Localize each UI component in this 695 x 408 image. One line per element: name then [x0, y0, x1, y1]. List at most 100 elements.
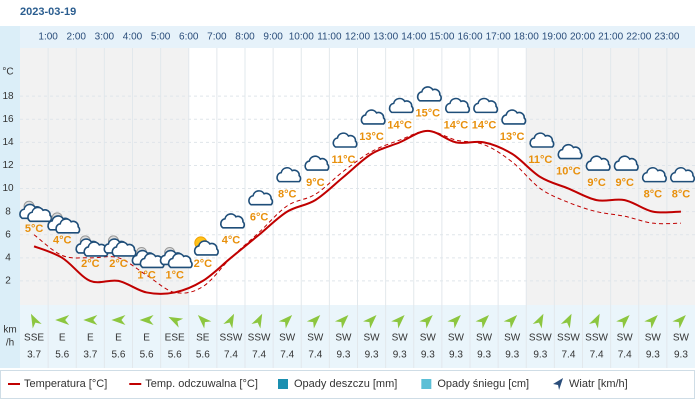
wind-direction: SW [392, 333, 409, 344]
wind-arrow [532, 313, 544, 329]
wind-speed: 5.6 [168, 350, 182, 361]
x-tick-label: 1:00 [38, 32, 58, 43]
wind-speed: 9.3 [505, 350, 519, 361]
y-unit: °C [2, 67, 13, 78]
legend-arrow [553, 378, 564, 390]
legend-label: Wiatr [km/h] [569, 378, 628, 390]
wind-arrow-shape [223, 313, 235, 329]
x-tick-label: 19:00 [542, 32, 567, 43]
x-tick-label: 5:00 [151, 32, 171, 43]
temperature-line [33, 129, 681, 295]
wind-speed: 9.3 [421, 350, 435, 361]
wind-arrow [30, 313, 42, 329]
x-tick-label: 3:00 [95, 32, 115, 43]
wind-arrow-shape [334, 315, 349, 329]
value-label: 2°C [194, 258, 213, 270]
legend-label: Opady śniegu [cm] [437, 378, 529, 390]
value-label: 8°C [644, 189, 663, 201]
wind-arrow [588, 313, 600, 329]
wind-speed: 7.4 [590, 350, 604, 361]
cloud-icon [332, 132, 358, 148]
wind-direction: SSW [585, 333, 608, 344]
wind-arrow-shape [616, 315, 630, 329]
x-tick-label: 21:00 [598, 32, 623, 43]
wind-arrow-shape [363, 315, 377, 329]
wind-direction: ESE [165, 333, 185, 344]
wind-direction: E [59, 333, 66, 344]
legend-box [0, 370, 695, 399]
wind-arrow-shape [672, 315, 686, 329]
wind-direction: SW [420, 333, 437, 344]
wind-arrow-shape [475, 315, 490, 329]
wind-direction: SW [335, 333, 352, 344]
y-tick-label: 8 [5, 206, 11, 217]
value-label: 9°C [587, 177, 606, 189]
value-label: 14°C [387, 119, 412, 131]
wind-arrow [391, 315, 405, 329]
wind-speed: 3.7 [83, 350, 97, 361]
x-tick-label: 20:00 [570, 32, 595, 43]
wind-arrow [251, 313, 263, 329]
cloud-icon [167, 252, 193, 269]
cloud-icon [111, 241, 137, 257]
wind-arrow-shape [447, 315, 461, 329]
cloud-icon [529, 132, 555, 148]
wind-speed: 9.3 [477, 350, 491, 361]
value-label: 13°C [359, 131, 384, 143]
wind-speed: 7.4 [280, 350, 294, 361]
wind-arrow [223, 313, 235, 329]
wind-speed: 9.3 [674, 350, 688, 361]
wind-arrow [644, 315, 658, 329]
cloud-icon [557, 143, 583, 160]
wind-arrow [419, 315, 433, 329]
legend-swatch [278, 379, 288, 389]
x-tick-label: 16:00 [457, 32, 482, 43]
cloud-icon [27, 206, 53, 223]
wind-speed: 7.4 [561, 350, 575, 361]
x-tick-label: 9:00 [263, 32, 283, 43]
value-label: 14°C [444, 119, 469, 131]
legend-label: Temp. odczuwalna [°C] [145, 378, 258, 390]
wind-speed: 5.6 [196, 350, 210, 361]
wind-unit: km [3, 325, 16, 336]
wind-direction: SSW [248, 333, 271, 344]
wind-direction: SSW [529, 333, 552, 344]
wind-arrow [306, 315, 321, 329]
x-tick-label: 23:00 [654, 32, 679, 43]
y-tick-label: 12 [2, 160, 14, 171]
cloud-icon [248, 190, 274, 206]
y-tick-label: 10 [2, 183, 14, 194]
wind-speed: 7.4 [618, 350, 632, 361]
wind-arrow [168, 316, 184, 328]
wind-arrow [278, 315, 293, 329]
wind-arrow [55, 315, 70, 325]
wind-speed: 9.3 [365, 350, 379, 361]
wind-speed: 5.6 [55, 350, 69, 361]
wind-speed: 7.4 [252, 350, 266, 361]
wind-direction: SW [307, 333, 324, 344]
wind-arrow-shape [251, 313, 263, 329]
wind-direction: SSW [220, 333, 243, 344]
wind-speed: 9.3 [646, 350, 660, 361]
x-tick-label: 4:00 [123, 32, 143, 43]
wind-arrow [560, 313, 572, 329]
value-label: 10°C [556, 165, 581, 177]
wind-arrow-shape [30, 313, 42, 329]
wind-direction: E [87, 333, 94, 344]
wind-speed: 9.3 [336, 350, 350, 361]
wind-direction: SSW [557, 333, 580, 344]
x-tick-label: 8:00 [235, 32, 255, 43]
wind-arrow-shape [168, 316, 184, 328]
x-tick-label: 13:00 [373, 32, 398, 43]
wind-speed: 3.7 [27, 350, 41, 361]
cloud-icon [193, 240, 219, 256]
wind-arrow [139, 315, 154, 325]
value-label: 6°C [250, 212, 269, 224]
value-label: 2°C [109, 258, 128, 270]
x-tick-label: 14:00 [401, 32, 426, 43]
wind-arrow [616, 315, 630, 329]
temperature-line [33, 130, 681, 294]
value-label: 14°C [472, 119, 497, 131]
value-label: 13°C [500, 131, 525, 143]
wind-arrow-shape [503, 315, 518, 329]
